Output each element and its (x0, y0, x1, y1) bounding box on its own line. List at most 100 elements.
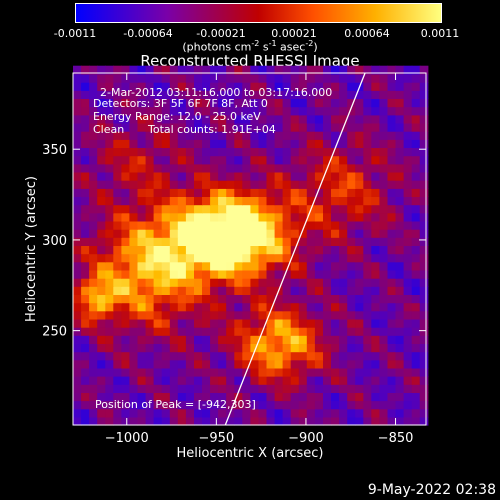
heatmap-cell (218, 310, 227, 320)
heatmap-cell (113, 220, 122, 230)
heatmap-cell (194, 400, 203, 410)
heatmap-cell (419, 131, 429, 140)
heatmap-cell (250, 261, 260, 271)
heatmap-cell (347, 416, 356, 426)
heatmap-cell (242, 90, 251, 99)
heatmap-cell (242, 408, 251, 418)
heatmap-cell (137, 310, 147, 320)
heatmap-cell (161, 261, 171, 271)
heatmap-cell (371, 171, 380, 181)
heatmap-cell (387, 351, 397, 361)
heatmap-cell (185, 286, 195, 295)
heatmap-cell (97, 73, 106, 83)
heatmap-cell (242, 400, 251, 410)
heatmap-cell (363, 131, 372, 140)
heatmap-cell (137, 122, 147, 132)
heatmap-cell (419, 318, 429, 328)
heatmap-cell (137, 400, 147, 410)
heatmap-cell (73, 106, 82, 116)
heatmap-cell (161, 327, 171, 336)
heatmap-cell (419, 171, 429, 181)
heatmap-cell (419, 98, 429, 108)
heatmap-cell (395, 376, 405, 385)
heatmap-cell (153, 318, 163, 328)
heatmap-cell (387, 302, 397, 312)
heatmap-cell (242, 269, 251, 279)
heatmap-cell (218, 65, 227, 75)
heatmap-cell (185, 416, 195, 426)
heatmap-cell (258, 188, 268, 197)
heatmap-cell (121, 261, 131, 271)
heatmap-cell (73, 253, 82, 263)
heatmap-cell (113, 351, 122, 361)
heatmap-cell (145, 253, 155, 263)
heatmap-cell (242, 65, 251, 75)
heatmap-cell (113, 408, 122, 418)
heatmap-cell (218, 220, 227, 230)
heatmap-cell (411, 122, 421, 132)
heatmap-cell (129, 229, 139, 238)
heatmap-cell (210, 294, 219, 304)
heatmap-cell (306, 408, 316, 418)
heatmap-cell (306, 278, 316, 287)
heatmap-cell (145, 229, 155, 238)
heatmap-cell (266, 131, 276, 140)
heatmap-cell (113, 131, 122, 140)
heatmap-cell (290, 196, 300, 206)
heatmap-cell (339, 416, 348, 426)
heatmap-cell (355, 180, 364, 189)
heatmap-cell (339, 171, 348, 181)
heatmap-cell (202, 147, 211, 157)
heatmap-cell (274, 147, 284, 157)
heatmap-cell (113, 82, 122, 91)
heatmap-cell (161, 163, 171, 173)
heatmap-cell (411, 131, 421, 140)
heatmap-cell (185, 131, 195, 140)
heatmap-cell (105, 261, 114, 271)
heatmap-cell (161, 147, 171, 157)
heatmap-cell (89, 204, 98, 214)
heatmap-cell (234, 376, 243, 385)
heatmap-cell (73, 237, 82, 246)
heatmap-cell (185, 327, 195, 336)
heatmap-cell (298, 327, 308, 336)
heatmap-cell (153, 147, 163, 157)
heatmap-cell (371, 163, 380, 173)
heatmap-cell (403, 392, 413, 402)
heatmap-cell (250, 286, 260, 295)
heatmap-cell (371, 73, 380, 83)
heatmap-cell (113, 147, 122, 157)
heatmap-cell (89, 98, 98, 108)
heatmap-cell (331, 269, 340, 279)
heatmap-cell (169, 65, 179, 75)
heatmap-cell (282, 392, 292, 402)
heatmap-cell (371, 367, 380, 377)
heatmap-cell (113, 376, 122, 385)
heatmap-cell (194, 359, 203, 369)
heatmap-cell (73, 269, 82, 279)
heatmap-cell (169, 269, 179, 279)
heatmap-cell (97, 229, 106, 238)
heatmap-cell (177, 139, 187, 148)
heatmap-cell (323, 310, 332, 320)
heatmap-cell (218, 106, 227, 116)
heatmap-cell (411, 286, 421, 295)
heatmap-cell (89, 269, 98, 279)
heatmap-cell (81, 90, 90, 99)
heatmap-cell (226, 253, 235, 263)
heatmap-cell (202, 220, 211, 230)
heatmap-cell (363, 335, 372, 344)
heatmap-cell (363, 229, 372, 238)
heatmap-cell (194, 416, 203, 426)
heatmap-cell (185, 188, 195, 197)
heatmap-cell (194, 131, 203, 140)
heatmap-cell (145, 131, 155, 140)
heatmap-cell (355, 278, 364, 287)
heatmap-cell (266, 261, 276, 271)
heatmap-cell (234, 204, 243, 214)
heatmap-cell (306, 131, 316, 140)
heatmap-cell (177, 269, 187, 279)
heatmap-cell (411, 180, 421, 189)
heatmap-cell (331, 261, 340, 271)
